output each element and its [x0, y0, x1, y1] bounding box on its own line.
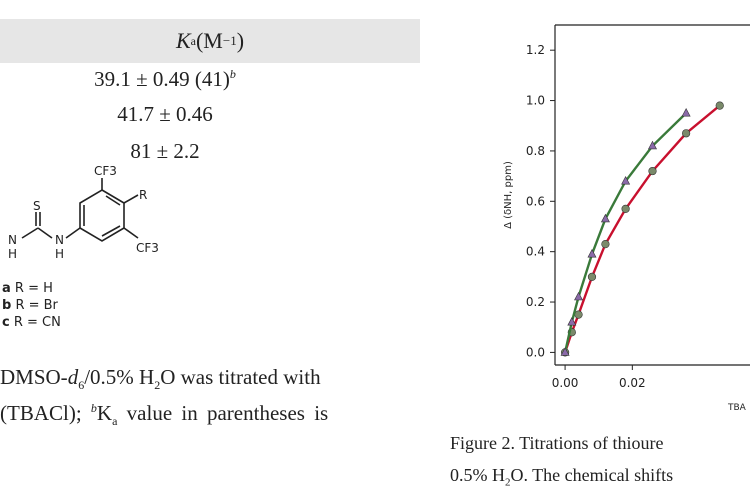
table-row: 41.7 ± 0.46	[0, 102, 330, 127]
data-point	[567, 317, 577, 326]
footnote-text: (TBACl);	[0, 401, 91, 425]
footnote-text: a	[112, 414, 118, 429]
ka-value: 81 ± 2.2	[130, 139, 200, 163]
data-point	[574, 291, 584, 301]
y-tick-label: 0.6	[526, 194, 545, 208]
y-tick-label: 0.2	[526, 295, 545, 309]
footnote-text: b	[90, 401, 97, 415]
data-point	[601, 240, 610, 249]
figure-caption: Figure 2. Titrations of thioure	[450, 433, 664, 454]
data-point	[587, 249, 597, 258]
r-label: R	[139, 188, 147, 202]
data-point	[648, 166, 657, 176]
footnote-text: value in parentheses is	[117, 401, 329, 425]
ka-subscript: a	[190, 33, 196, 48]
y-axis-label: Δ (δNH, ppm)	[503, 161, 514, 229]
ka-unit-exponent: −1	[222, 33, 237, 48]
titration-chart: 0.0 0.2 0.4 0.6 0.8 1.0 1.2 0.00 0.02 Δ (δNH, ppm…	[503, 24, 750, 410]
chart-axes: 0.0 0.2 0.4 0.6 0.8 1.0 1.2 0.00 0.02 Δ (δNH, ppm…	[503, 24, 750, 410]
y-tick-label: 1.0	[526, 94, 545, 108]
x-tick-label: 0.02	[619, 376, 646, 390]
data-point	[715, 101, 724, 110]
data-point	[682, 129, 691, 138]
substituent-key: a	[2, 281, 11, 296]
footnote-text: O was titrated with	[160, 365, 321, 389]
x-tick-label: 0.00	[552, 376, 579, 390]
data-point	[587, 272, 597, 281]
ka-unit: (M	[195, 28, 223, 53]
cf3-top-label: CF3	[94, 164, 117, 178]
data-point	[600, 213, 610, 223]
substituent-b: b R = Br	[2, 298, 58, 313]
ka-value: 41.7 ± 0.46	[117, 102, 213, 126]
nh-label: N	[8, 233, 17, 247]
ka-symbol: K	[175, 28, 191, 53]
data-point	[621, 204, 630, 213]
y-tick-label: 0.0	[526, 345, 545, 359]
series-line	[563, 104, 721, 353]
table-header-band	[0, 19, 420, 63]
substituent-text: R = CN	[9, 315, 61, 330]
y-tick-label: 1.2	[526, 43, 545, 57]
footnote-line-1: DMSO-d6/0.5% H2O was titrated with	[0, 365, 420, 393]
x-axis-label: TBA	[727, 403, 747, 410]
figure-caption-line-2: 0.5% H2O. The chemical shifts	[450, 465, 673, 489]
caption-text: 2	[505, 476, 511, 489]
thiourea-structure: CF3 R CF3 S N H N H	[8, 164, 159, 261]
ka-unit-close: )	[236, 28, 245, 53]
nh-h-label: H	[8, 247, 17, 261]
sulfur-label: S	[33, 199, 41, 213]
substituent-a: a R = H	[2, 281, 53, 296]
series-line	[563, 112, 687, 353]
substituent-key: b	[2, 298, 12, 313]
caption-text: 0.5% H	[450, 465, 505, 485]
data-point	[681, 108, 691, 117]
substituent-key: c	[2, 315, 10, 330]
data-point	[574, 310, 583, 319]
footnote-text: d	[67, 365, 79, 389]
footnote-marker: b	[229, 67, 236, 81]
footnote-text: /0.5% H	[84, 365, 155, 389]
caption-text: O. The chemical shifts	[510, 465, 674, 485]
caption-text: Figure 2. Titrations of thioure	[450, 433, 664, 453]
table-row: 39.1 ± 0.49 (41)b	[0, 67, 330, 92]
footnote-text: 2	[154, 378, 161, 393]
chart-marks	[560, 101, 724, 357]
cf3-bottom-label: CF3	[136, 241, 159, 255]
nh-label: N	[55, 233, 64, 247]
footnote-text: 6	[78, 378, 85, 393]
data-point	[621, 176, 631, 185]
footnote-line-2: (TBACl); bKa value in parentheses is	[0, 401, 420, 429]
y-tick-label: 0.8	[526, 144, 545, 158]
data-point	[648, 140, 657, 150]
y-tick-label: 0.4	[526, 245, 545, 259]
ka-value: 39.1 ± 0.49 (41)	[94, 67, 230, 91]
substituent-text: R = Br	[11, 298, 58, 313]
footnote-text: K	[96, 401, 113, 425]
data-point	[560, 347, 570, 356]
substituent-text: R = H	[10, 281, 53, 296]
nh-h-label: H	[55, 247, 64, 261]
substituent-c: c R = CN	[2, 315, 61, 330]
benzene-ring	[79, 189, 125, 242]
table-row: 81 ± 2.2	[0, 139, 330, 164]
footnote-text: DMSO-	[0, 365, 68, 389]
